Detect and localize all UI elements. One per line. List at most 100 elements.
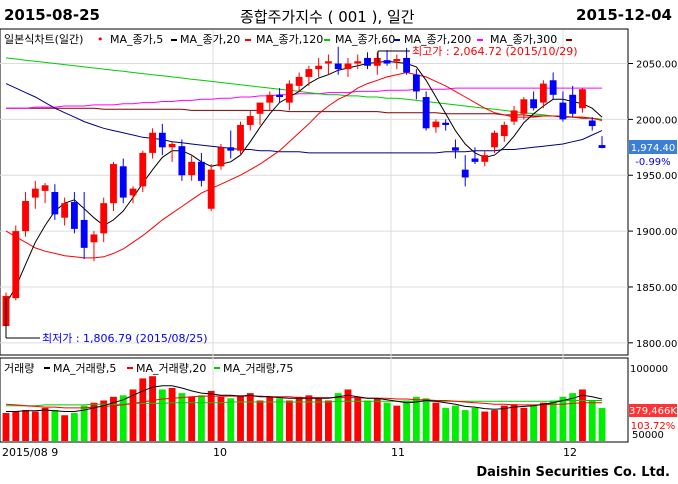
legend-ma20: MA_종가,20: [180, 33, 240, 46]
volume-bar: [41, 407, 49, 441]
volume-bar: [276, 398, 283, 441]
legend-ma200-swatch: [394, 39, 400, 41]
volume-bar: [305, 395, 313, 441]
volume-bar: [403, 400, 411, 441]
last-volume-box: [629, 404, 677, 417]
volume-bar: [110, 396, 117, 441]
candle-body: [471, 158, 479, 162]
volume-bar: [168, 387, 176, 441]
candle-body: [227, 147, 235, 151]
legend-vma20: MA_거래량,20: [136, 362, 206, 375]
candle-body: [481, 155, 489, 162]
volume-bar: [237, 395, 244, 441]
volume-bar: [285, 400, 293, 441]
candle-body: [325, 61, 332, 64]
candle-body: [383, 60, 391, 64]
volume-bar: [178, 393, 186, 441]
volume-bar: [364, 400, 371, 441]
last-price-box: [629, 140, 677, 154]
volume-bar: [373, 398, 381, 441]
candle-body: [305, 69, 313, 77]
volume-bar: [539, 402, 547, 441]
candle-body: [334, 63, 342, 70]
legend-ma60: MA_종가,60: [335, 33, 395, 46]
price-tick-label: 2000.00: [636, 115, 677, 126]
volume-bar: [579, 389, 586, 441]
candle-body: [237, 124, 244, 151]
header-bar: 2015-08-25 종합주가지수 ( 001 ), 일간 2015-12-04: [0, 0, 678, 30]
price-tick-label: 1950.00: [636, 171, 677, 182]
candle-body: [354, 61, 362, 64]
candle-body: [452, 147, 459, 151]
volume-bar: [383, 402, 391, 441]
volume-bar: [51, 410, 59, 441]
last-price: 1,974.40: [631, 143, 676, 154]
x-label-oct: 10: [213, 446, 227, 459]
legend-ma200: MA_종가,200: [404, 33, 471, 46]
candle-body: [70, 202, 78, 229]
candle-body: [442, 122, 450, 125]
volume-bar: [315, 398, 323, 441]
candle-body: [559, 102, 567, 120]
candle-body: [569, 94, 577, 114]
volume-bar: [598, 407, 606, 441]
candle-body: [344, 63, 352, 70]
volume-bar: [139, 378, 147, 441]
legend-vma20-swatch: [127, 367, 133, 369]
candle-body: [539, 83, 547, 103]
candle-body: [510, 110, 518, 122]
vol-tick-100000: 100000: [630, 364, 668, 375]
ma120-line: [5, 83, 603, 154]
candle-body: [31, 188, 39, 198]
candle-body: [432, 121, 440, 128]
candle-body: [500, 124, 508, 137]
volume-bar: [295, 396, 303, 441]
volume-bar: [227, 398, 235, 441]
candle-body: [217, 147, 225, 167]
candle-body: [41, 185, 49, 191]
candle-body: [256, 102, 264, 114]
candle-body: [197, 161, 205, 181]
last-volume: 379,466K: [629, 406, 677, 417]
volume-bar: [520, 407, 528, 441]
last-volume-pct: 103.72%: [631, 421, 676, 432]
price-tick-label: 1900.00: [636, 227, 677, 238]
volume-legend: 거래량 MA_거래량,5 MA_거래량,20 MA_거래량,75: [4, 362, 293, 375]
candle-body: [246, 116, 254, 125]
candle-body: [139, 152, 147, 187]
volume-bar: [266, 396, 274, 441]
volume-bar: [344, 389, 352, 441]
x-label-nov: 11: [391, 446, 405, 459]
min-annotation: 최저가 : 1,806.79 (2015/08/25): [5, 298, 208, 345]
volume-bar: [334, 393, 342, 441]
vol-ma75-line: [6, 400, 602, 407]
price-tick-label: 1850.00: [636, 283, 677, 294]
candle-body: [129, 188, 137, 196]
ma60-line: [5, 57, 603, 120]
legend-end-swatch: [566, 39, 572, 41]
legend-ma300-swatch: [477, 39, 483, 41]
candle-body: [149, 132, 156, 153]
legend-ma5: MA_종가,5: [110, 33, 163, 46]
volume-bar: [207, 390, 215, 441]
volume-bar: [461, 410, 469, 441]
min-annotation-text: 최저가 : 1,806.79 (2015/08/25): [42, 332, 208, 345]
candle-body: [315, 65, 323, 70]
price-tick-label: 1800.00: [636, 339, 677, 350]
candle-body: [178, 146, 186, 176]
price-tick-label: 2050.00: [636, 60, 677, 71]
legend-vma5-swatch: [44, 367, 50, 369]
volume-bar: [129, 389, 137, 441]
volume-bar: [491, 410, 498, 441]
volume-bar: [432, 402, 440, 441]
candle-body: [12, 231, 20, 299]
legend-ma60-swatch: [324, 39, 330, 41]
candle-body: [90, 234, 98, 243]
volume-bar: [256, 400, 264, 441]
volume-bar: [61, 415, 69, 441]
volume-bar: [510, 404, 518, 441]
legend-ma120-a: MA_종가,120: [256, 33, 323, 46]
candle-body: [373, 57, 381, 66]
max-annotation-text: 최고가 : 2,064.72 (2015/10/29): [412, 45, 578, 58]
